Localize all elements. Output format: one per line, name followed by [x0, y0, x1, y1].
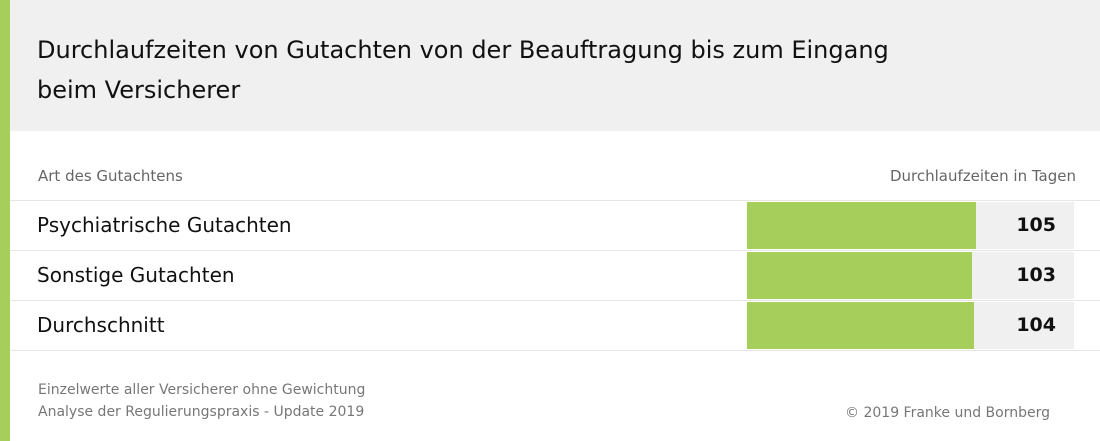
category-column-header: Art des Gutachtens [38, 167, 183, 185]
bar-value-label: 105 [1016, 214, 1056, 236]
table-row: Durchschnitt 104 [10, 301, 1100, 350]
bar [747, 302, 974, 349]
copyright: © 2019 Franke und Bornberg [845, 405, 1050, 421]
bar-track: 103 [747, 252, 1074, 299]
divider [10, 200, 1100, 201]
bar [747, 252, 972, 299]
table-row: Sonstige Gutachten 103 [10, 251, 1100, 300]
divider [10, 350, 1100, 351]
footnote: Einzelwerte aller Versicherer ohne Gewic… [38, 379, 365, 423]
divider [10, 300, 1100, 301]
row-label: Durchschnitt [37, 313, 165, 337]
footnote-line-2: Analyse der Regulierungspraxis - Update … [38, 404, 365, 420]
row-label: Psychiatrische Gutachten [37, 213, 292, 237]
bar-value-label: 104 [1016, 314, 1056, 336]
chart-title: Durchlaufzeiten von Gutachten von der Be… [37, 36, 889, 104]
table-row: Psychiatrische Gutachten 105 [10, 201, 1100, 250]
chart-header: Durchlaufzeiten von Gutachten von der Be… [10, 0, 1100, 131]
bar-value-label: 103 [1016, 264, 1056, 286]
footnote-line-1: Einzelwerte aller Versicherer ohne Gewic… [38, 382, 366, 398]
bar-track: 104 [747, 302, 1074, 349]
bar [747, 202, 976, 249]
value-column-header: Durchlaufzeiten in Tagen [889, 167, 1076, 185]
bar-track: 105 [747, 202, 1074, 249]
accent-bar [0, 0, 10, 441]
row-label: Sonstige Gutachten [37, 263, 235, 287]
divider [10, 250, 1100, 251]
